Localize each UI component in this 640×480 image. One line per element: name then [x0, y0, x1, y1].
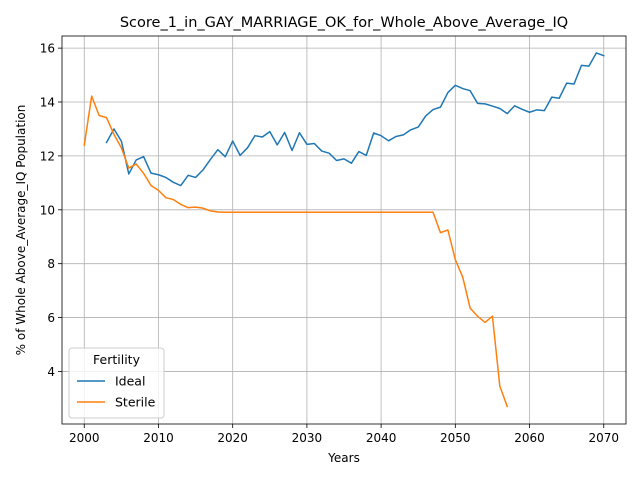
x-tick-label: 2060 [514, 431, 545, 445]
y-tick-label: 14 [40, 96, 55, 110]
x-tick-label: 2010 [143, 431, 174, 445]
legend: Fertility Ideal Sterile [68, 347, 165, 419]
legend-box [68, 347, 165, 419]
series-lines [83, 52, 605, 408]
y-tick-label: 6 [47, 311, 55, 325]
legend-label-sterile: Sterile [115, 395, 156, 410]
plot-area-frame [61, 35, 627, 425]
chart-title: Score_1_in_GAY_MARRIAGE_OK_for_Whole_Abo… [120, 15, 568, 31]
y-tick-label: 12 [40, 149, 55, 163]
x-axis-label: Years [327, 451, 360, 465]
series-line-sterile [83, 95, 509, 408]
x-tick-label: 2000 [69, 431, 100, 445]
x-tick-label: 2030 [292, 431, 323, 445]
x-tick-label: 2040 [366, 431, 397, 445]
legend-items: Ideal Sterile [77, 374, 156, 410]
x-tick-label: 2070 [588, 431, 619, 445]
y-tick-label: 8 [47, 257, 55, 271]
y-axis-label: % of Whole Above_Average_IQ Population [14, 105, 28, 356]
y-tick-label: 16 [40, 42, 55, 56]
x-tick-label: 2050 [440, 431, 471, 445]
legend-label-ideal: Ideal [115, 374, 145, 389]
y-tick-label: 4 [47, 365, 55, 379]
x-tick-label: 2020 [217, 431, 248, 445]
series-line-ideal [105, 52, 605, 187]
y-tick-label: 10 [40, 203, 55, 217]
axis-ticks: 2000 2010 2020 2030 2040 2050 2060 2070 4 6 8 10 12 1… [40, 42, 619, 445]
legend-title: Fertility [93, 352, 141, 367]
